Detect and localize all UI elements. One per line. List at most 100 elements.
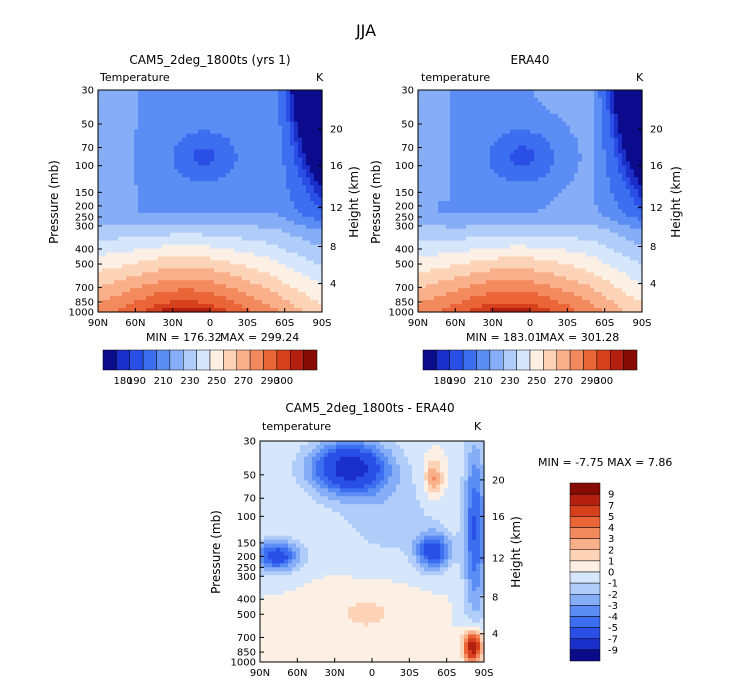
heatmap-cell — [154, 288, 159, 293]
heatmap-cell — [138, 240, 143, 246]
heatmap-cell — [498, 173, 503, 178]
heatmap-cell — [274, 244, 279, 250]
heatmap-cell — [606, 93, 611, 99]
heatmap-cell — [538, 105, 543, 111]
heatmap-cell — [214, 252, 219, 258]
heatmap-cell — [450, 129, 455, 135]
heatmap-cell — [206, 268, 211, 273]
heatmap-cell — [638, 181, 643, 186]
heatmap-cell — [574, 161, 579, 166]
heatmap-cell — [150, 121, 155, 127]
heatmap-cell — [186, 117, 191, 123]
heatmap-cell — [454, 201, 459, 206]
heatmap-cell — [198, 268, 203, 273]
heatmap-cell — [194, 224, 199, 230]
heatmap-cell — [298, 173, 303, 178]
heatmap-cell — [498, 137, 503, 143]
heatmap-cell — [494, 153, 499, 158]
heatmap-cell — [142, 304, 147, 309]
heatmap-cell — [254, 288, 259, 293]
heatmap-cell — [558, 189, 563, 194]
heatmap-cell — [450, 117, 455, 123]
heatmap-cell — [450, 97, 455, 103]
heatmap-cell — [490, 201, 495, 206]
heatmap-cell — [194, 117, 199, 123]
heatmap-cell — [630, 165, 635, 170]
heatmap-cell — [582, 157, 587, 162]
heatmap-cell — [550, 149, 555, 155]
heatmap-cell — [498, 201, 503, 206]
heatmap-cell — [182, 304, 187, 309]
heatmap-cell — [582, 113, 587, 119]
heatmap-cell — [122, 248, 127, 254]
heatmap-cell — [138, 296, 143, 301]
heatmap-cell — [174, 189, 179, 194]
heatmap-cell — [162, 240, 167, 246]
heatmap-cell — [290, 141, 295, 147]
heatmap-cell — [618, 93, 623, 99]
heatmap-cell — [238, 157, 243, 162]
heatmap-cell — [306, 105, 311, 111]
heatmap-cell — [178, 97, 183, 103]
heatmap-cell — [126, 105, 131, 111]
heatmap-cell — [490, 149, 495, 155]
heatmap-cell — [582, 201, 587, 206]
heatmap-cell — [242, 236, 247, 242]
heatmap-cell — [426, 149, 431, 155]
heatmap-cell — [290, 244, 295, 250]
heatmap-cell — [190, 260, 195, 266]
heatmap-cell — [478, 208, 483, 214]
heatmap-cell — [582, 141, 587, 147]
heatmap-cell — [218, 244, 223, 250]
heatmap-cell — [178, 125, 183, 131]
heatmap-cell — [230, 197, 235, 202]
heatmap-cell — [442, 137, 447, 143]
heatmap-cell — [130, 236, 135, 242]
heatmap-cell — [178, 165, 183, 170]
heatmap-cell — [126, 141, 131, 147]
heatmap-cell — [314, 212, 319, 218]
heatmap-cell — [578, 201, 583, 206]
heatmap-cell — [298, 133, 303, 139]
heatmap-cell — [318, 129, 323, 135]
heatmap-cell — [114, 232, 119, 238]
heatmap-cell — [258, 169, 263, 174]
heatmap-cell — [242, 169, 247, 174]
heatmap-cell — [190, 169, 195, 174]
heatmap-cell — [106, 181, 111, 186]
heatmap-cell — [110, 220, 115, 226]
heatmap-cell — [226, 129, 231, 135]
heatmap-cell — [574, 97, 579, 103]
heatmap-cell — [146, 220, 151, 226]
heatmap-cell — [222, 153, 227, 158]
heatmap-cell — [294, 228, 299, 234]
heatmap-cell — [246, 105, 251, 111]
heatmap-cell — [458, 129, 463, 135]
heatmap-cell — [150, 284, 155, 289]
heatmap-cell — [318, 224, 323, 230]
heatmap-cell — [234, 280, 239, 285]
heatmap-cell — [318, 113, 323, 119]
heatmap-cell — [142, 236, 147, 242]
heatmap-cell — [178, 197, 183, 202]
heatmap-cell — [626, 157, 631, 162]
heatmap-cell — [250, 181, 255, 186]
heatmap-cell — [566, 161, 571, 166]
heatmap-cell — [514, 125, 519, 131]
heatmap-cell — [146, 197, 151, 202]
heatmap-cell — [526, 177, 531, 182]
heatmap-cell — [278, 252, 283, 258]
heatmap-cell — [226, 284, 231, 289]
heatmap-cell — [190, 177, 195, 182]
heatmap-cell — [438, 133, 443, 139]
heatmap-cell — [198, 304, 203, 309]
heatmap-cell — [138, 193, 143, 198]
heatmap-cell — [226, 296, 231, 301]
heatmap-cell — [238, 117, 243, 123]
heatmap-cell — [170, 117, 175, 123]
heatmap-cell — [286, 252, 291, 258]
heatmap-cell — [138, 300, 143, 305]
heatmap-cell — [258, 236, 263, 242]
heatmap-cell — [138, 244, 143, 250]
heatmap-cell — [146, 161, 151, 166]
